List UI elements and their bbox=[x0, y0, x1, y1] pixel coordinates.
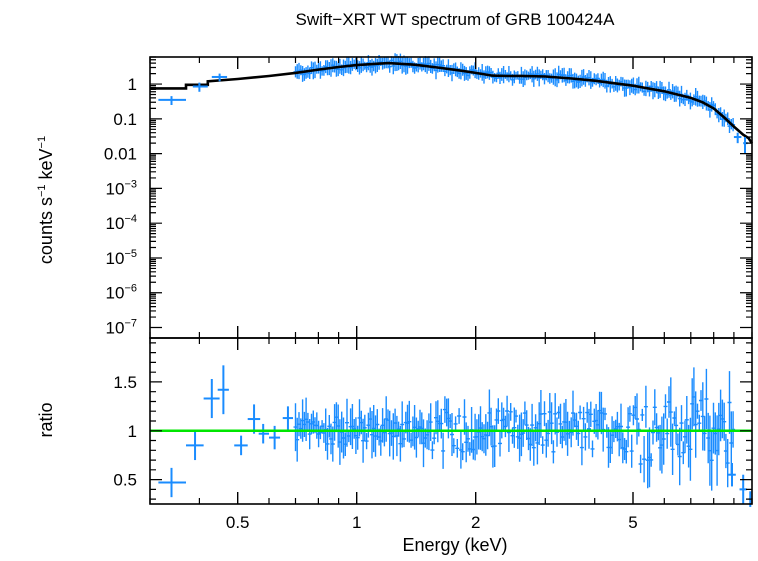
ratio-y-ticks bbox=[150, 342, 752, 500]
ratio-point bbox=[186, 430, 204, 461]
chart-title: Swift−XRT WT spectrum of GRB 100424A bbox=[296, 10, 616, 29]
x-tick-label: 0.5 bbox=[226, 513, 250, 532]
ratio-point bbox=[158, 467, 187, 498]
x-axis-label: Energy (keV) bbox=[402, 535, 507, 555]
tick-base: 10 bbox=[106, 319, 125, 338]
spectrum-point bbox=[192, 82, 208, 92]
ylabel-part-exp-2: −1 bbox=[36, 136, 48, 149]
spectrum-point bbox=[733, 132, 742, 144]
tick-exponent: −4 bbox=[124, 213, 137, 225]
model-line bbox=[150, 61, 754, 144]
ratio-point bbox=[217, 365, 229, 415]
spectrum-y-tick-label: 10−6 bbox=[106, 283, 137, 303]
spectrum-y-axis-label: counts s−1 keV−1 bbox=[36, 136, 56, 264]
spectrum-y-tick-label: 10−4 bbox=[106, 213, 137, 233]
ratio-point bbox=[728, 462, 736, 487]
ticks-layer: 0.5 1 2 510.10.0110−310−410−510−610−70.511.… bbox=[104, 56, 753, 532]
ratio-panel-frame bbox=[149, 337, 753, 505]
spectrum-y-tick-label: 10−5 bbox=[106, 248, 137, 268]
tick-base: 10 bbox=[106, 179, 125, 198]
ratio-point bbox=[203, 379, 220, 419]
spectrum-y-tick-label: 10−3 bbox=[106, 178, 137, 198]
dense-data-layer bbox=[293, 53, 736, 491]
spectrum-point bbox=[743, 137, 748, 154]
tick-exponent: −6 bbox=[124, 283, 137, 295]
spectrum-y-tick-label: 0.01 bbox=[104, 145, 137, 164]
ratio-point bbox=[258, 423, 269, 444]
frame-layer bbox=[149, 56, 753, 505]
spectrum-point bbox=[158, 96, 187, 106]
ratio-point bbox=[268, 425, 281, 450]
ratio-y-axis-label: ratio bbox=[36, 402, 56, 437]
ylabel-part-counts: counts s bbox=[36, 197, 56, 264]
ratio-point bbox=[234, 435, 248, 456]
spectrum-point bbox=[211, 73, 228, 82]
spectrum-y-tick-label: 10−7 bbox=[106, 318, 137, 338]
spectrum-y-tick-label: 0.1 bbox=[113, 110, 137, 129]
spectrum-y-ticks bbox=[150, 56, 752, 329]
tick-base: 10 bbox=[106, 284, 125, 303]
x-tick-label: 2 bbox=[471, 513, 480, 532]
tick-exponent: −5 bbox=[124, 248, 137, 260]
tick-exponent: −7 bbox=[124, 318, 137, 330]
spectrum-panel-frame bbox=[149, 56, 753, 339]
ylabel-part-kev: keV bbox=[36, 148, 56, 184]
ratio-y-tick-label: 1 bbox=[128, 422, 137, 441]
tick-base: 10 bbox=[106, 214, 125, 233]
spectrum-y-tick-label: 1 bbox=[128, 75, 137, 94]
ratio-y-tick-label: 1.5 bbox=[113, 373, 137, 392]
x-major-ticks bbox=[237, 57, 634, 504]
ratio-point bbox=[282, 406, 293, 430]
ylabel-part-exp-1: −1 bbox=[36, 184, 48, 197]
x-tick-label: 1 bbox=[352, 513, 361, 532]
tick-exponent: −3 bbox=[124, 178, 137, 190]
ratio-y-tick-label: 0.5 bbox=[113, 471, 137, 490]
ratio-point bbox=[247, 404, 261, 434]
ratio-data-cloud bbox=[293, 367, 736, 491]
tick-base: 10 bbox=[106, 249, 125, 268]
x-tick-label: 5 bbox=[628, 513, 637, 532]
